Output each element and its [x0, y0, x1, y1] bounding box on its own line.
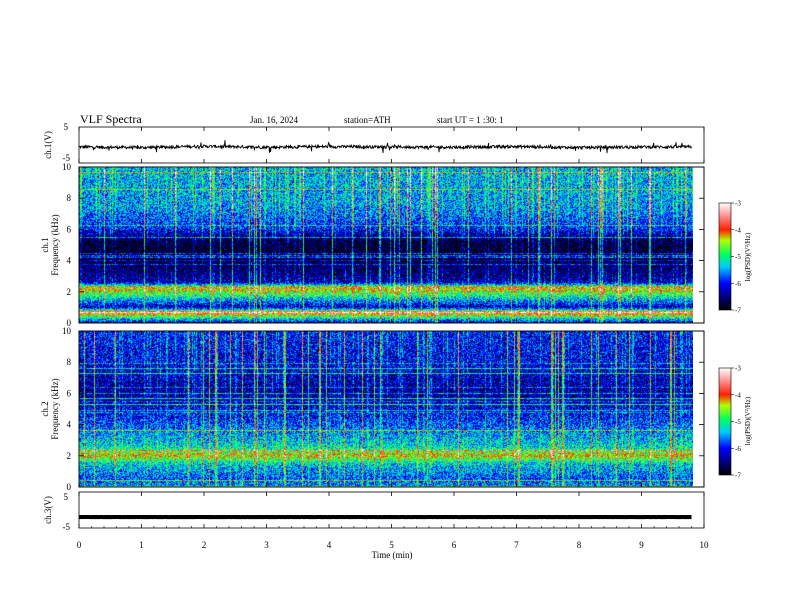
time-axis: 0 1 2 3 4 5 6 7 8 9 10	[77, 127, 709, 550]
time-tick-label-3: 3	[264, 540, 269, 550]
ch1-colorbar-tick-label--4: -4	[735, 226, 741, 234]
ch1-ytick-label-10: 10	[62, 162, 72, 172]
ch1-ytick-bottom: -5	[63, 153, 71, 163]
ch1-waveform-line	[79, 140, 692, 154]
ch2-spectrogram-ylabel-line2: Frequency (kHz)	[50, 378, 60, 439]
ch3-waveform-ylabel: ch.3(V)	[43, 496, 53, 524]
ch2-ytick-label-6: 6	[67, 388, 72, 398]
ch2-spectrogram-heatmap	[79, 331, 693, 487]
ch2-colorbar-tick-label--3: -3	[735, 365, 741, 373]
ch1-colorbar-gradient	[718, 202, 732, 311]
ch1-waveform-ylabel: ch.1(V)	[43, 131, 53, 159]
time-tick-label-7: 7	[514, 540, 519, 550]
ch1-spectrogram-yticks: 0 2 4 6 8 10	[62, 162, 704, 328]
time-axis-label: Time (min)	[372, 550, 413, 560]
ch2-colorbar: -3 -4 -5 -6 -7 log(PSD)(V²/Hz)	[718, 365, 752, 480]
station-label: station=ATH	[344, 115, 391, 125]
ch1-colorbar-tick-label--6: -6	[735, 280, 741, 288]
start-time-label: start UT = 1 :30: 1	[437, 115, 504, 125]
ch1-spectrogram-heatmap	[79, 167, 693, 323]
ch1-ytick-label-4: 4	[67, 256, 72, 266]
ch1-ytick-label-2: 2	[67, 287, 72, 297]
ch2-colorbar-gradient	[718, 367, 732, 476]
ch2-ytick-label-4: 4	[67, 420, 72, 430]
ch1-waveform-panel: 5 -5 ch.1(V)	[43, 122, 705, 164]
ch2-spectrogram-yticks: 0 2 4 6 8 10	[62, 326, 704, 492]
ch2-spectrogram-panel: 0 2 4 6 8 10 ch.2 Frequency (kHz)	[40, 326, 705, 492]
ch2-spectrogram-ylabel-line1: ch.2	[40, 401, 50, 416]
ch2-ytick-label-10: 10	[62, 326, 72, 336]
ch1-spectrogram-panel: 0 2 4 6 8 10 ch.1 Frequency (kHz)	[40, 162, 705, 328]
ch2-colorbar-tick-label--7: -7	[735, 472, 741, 480]
ch1-colorbar-tick-label--3: -3	[735, 200, 741, 208]
ch3-ytick-top: 5	[64, 492, 69, 502]
ch1-spectrogram-ylabel-line2: Frequency (kHz)	[50, 214, 60, 275]
ch1-colorbar-tick-label--5: -5	[735, 253, 741, 261]
ch1-spectrogram-ylabel-line1: ch.1	[40, 237, 50, 252]
date-label: Jan. 16, 2024	[250, 115, 298, 125]
ch1-colorbar: -3 -4 -5 -6 -7 log(PSD)(V²/Hz)	[718, 200, 752, 315]
ch3-waveform-panel: 5 -5 ch.3(V)	[43, 491, 705, 532]
time-tick-label-9: 9	[639, 540, 644, 550]
ch1-ytick-label-8: 8	[67, 193, 72, 203]
ch1-ytick-label-6: 6	[67, 224, 72, 234]
ch3-waveform-frame	[78, 491, 705, 529]
time-tick-label-1: 1	[139, 540, 144, 550]
ch2-ytick-label-2: 2	[67, 451, 72, 461]
ch3-ytick-bottom: -5	[63, 522, 71, 532]
ch1-colorbar-tick-label--7: -7	[735, 307, 741, 315]
figure-title: VLF Spectra	[80, 112, 142, 126]
time-tick-label-4: 4	[327, 540, 332, 550]
time-tick-label-5: 5	[389, 540, 394, 550]
ch2-ytick-label-8: 8	[67, 357, 72, 367]
ch1-waveform-frame	[78, 126, 705, 164]
ch1-ytick-label-0: 0	[67, 318, 72, 328]
ch2-colorbar-tick-label--5: -5	[735, 418, 741, 426]
ch2-colorbar-label: log(PSD)(V²/Hz)	[744, 396, 752, 445]
ch1-ytick-top: 5	[64, 122, 69, 132]
ch1-colorbar-label: log(PSD)(V²/Hz)	[744, 232, 752, 281]
time-tick-label-2: 2	[202, 540, 207, 550]
time-tick-label-6: 6	[452, 540, 457, 550]
ch2-colorbar-tick-label--6: -6	[735, 445, 741, 453]
time-tick-label-10: 10	[700, 540, 710, 550]
ch2-colorbar-tick-label--4: -4	[735, 391, 741, 399]
time-tick-label-8: 8	[577, 540, 582, 550]
time-tick-label-0: 0	[77, 540, 82, 550]
ch2-ytick-label-0: 0	[67, 482, 72, 492]
